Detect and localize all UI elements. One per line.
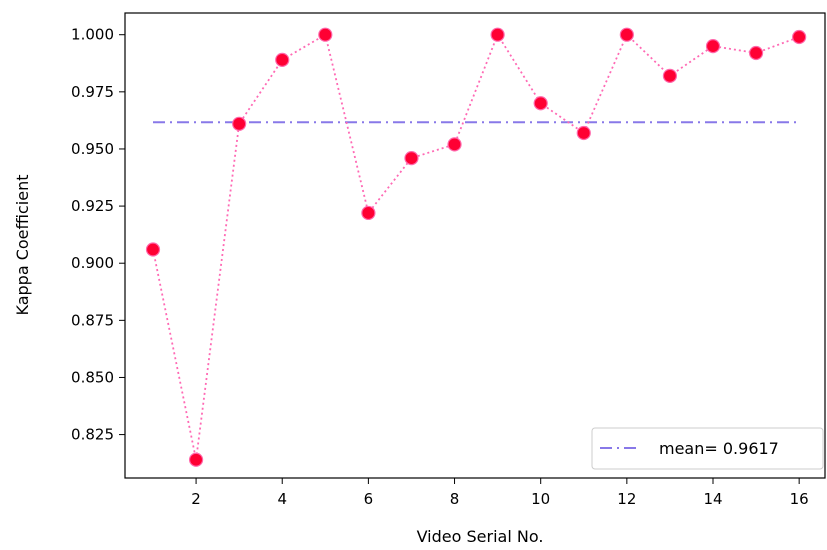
data-point	[576, 125, 591, 141]
data-point	[275, 52, 290, 67]
legend-mean-label: mean= 0.9617	[659, 439, 779, 458]
data-point	[533, 96, 548, 111]
data-point	[705, 39, 721, 54]
legend: mean= 0.9617	[591, 427, 824, 470]
x-tick-label: 6	[364, 490, 374, 508]
y-axis-ticks: 0.825 0.850 0.875 0.900 0.925 0.950 0.975 1.000	[71, 26, 125, 444]
legend-box	[591, 427, 824, 470]
data-point	[232, 116, 247, 131]
data-point	[792, 29, 807, 45]
y-tick-label: 1.000	[71, 26, 114, 44]
y-tick-label: 0.925	[71, 197, 114, 215]
y-tick-label: 0.825	[71, 426, 114, 444]
x-tick-label: 16	[790, 490, 809, 508]
data-point	[404, 150, 419, 166]
x-tick-label: 4	[277, 490, 287, 508]
y-axis-label: Kappa Coefficient	[13, 175, 32, 316]
x-tick-label: 2	[191, 490, 201, 508]
data-point	[318, 27, 333, 42]
x-tick-label: 10	[531, 490, 550, 508]
series-layer	[145, 27, 807, 467]
data-point	[447, 137, 462, 152]
data-point	[748, 45, 764, 61]
x-tick-label: 14	[703, 490, 722, 508]
x-tick-label: 8	[450, 490, 460, 508]
series-line	[152, 32, 800, 460]
x-tick-label: 12	[617, 490, 636, 508]
y-tick-label: 0.875	[71, 311, 114, 329]
plot-area	[124, 12, 826, 479]
x-axis-ticks: 2 4 6 8 10 12 14 16	[191, 478, 809, 508]
y-tick-label: 0.950	[71, 140, 114, 158]
data-point	[490, 27, 505, 42]
data-point	[188, 452, 204, 467]
y-tick-label: 0.850	[71, 368, 114, 386]
data-point	[361, 205, 376, 221]
data-point	[145, 242, 161, 257]
data-point	[662, 68, 678, 83]
data-point	[619, 27, 634, 42]
x-axis-label: Video Serial No.	[417, 527, 544, 545]
y-tick-label: 0.975	[71, 83, 114, 101]
y-tick-label: 0.900	[71, 254, 114, 272]
